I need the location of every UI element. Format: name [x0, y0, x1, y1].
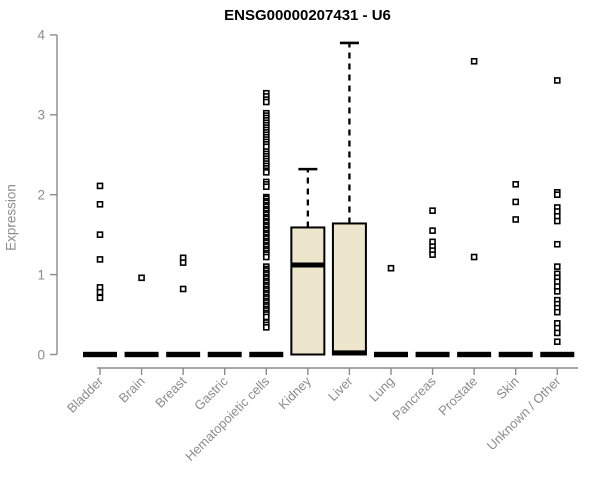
outlier-point	[553, 191, 561, 198]
outlier-point	[179, 259, 187, 266]
outlier-point	[262, 313, 270, 321]
outlier-point	[553, 329, 561, 337]
outlier-point	[96, 231, 104, 238]
outlier-point	[553, 288, 561, 295]
outlier-point	[262, 169, 270, 176]
outlier-point	[553, 263, 561, 270]
outlier-point	[512, 198, 520, 206]
x-tick-label: Bladder	[64, 373, 107, 416]
outlier-point	[138, 274, 145, 282]
x-tick-label: Gastric	[191, 373, 231, 413]
zero-median-bar	[373, 351, 408, 358]
outlier-point	[553, 77, 561, 84]
outlier-point	[262, 98, 270, 106]
outlier-point	[262, 253, 270, 261]
outlier-point	[96, 294, 104, 302]
outlier-point	[96, 288, 104, 296]
x-tick-label: Liver	[325, 373, 356, 404]
outlier-point	[553, 217, 561, 225]
x-tick-label: Skin	[493, 374, 521, 402]
outlier-point	[96, 256, 104, 263]
zero-median-bar	[415, 351, 450, 358]
zero-median-bar	[166, 351, 201, 358]
box	[290, 226, 326, 356]
outlier-point	[553, 338, 561, 346]
y-tick-label: 4	[37, 28, 45, 43]
outlier-point	[387, 264, 395, 272]
x-tick-label: Prostate	[435, 374, 480, 419]
x-tick-label: Breast	[152, 373, 189, 410]
zero-median-bar	[124, 351, 159, 358]
outlier-point	[429, 227, 436, 234]
x-tick-label: Brain	[116, 374, 148, 406]
outlier-point	[96, 200, 104, 208]
zero-median-bar	[540, 351, 575, 358]
outlier-point	[262, 324, 270, 331]
outlier-point	[262, 183, 270, 191]
outlier-point	[553, 308, 561, 316]
outlier-point	[96, 182, 104, 190]
outlier-point	[470, 57, 478, 65]
zero-median-bar	[249, 351, 284, 358]
outlier-point	[512, 216, 520, 223]
zero-median-bar	[83, 351, 117, 358]
outlier-point	[429, 207, 436, 214]
outlier-point	[179, 285, 187, 293]
y-tick-label: 3	[37, 108, 45, 123]
zero-median-bar	[457, 351, 492, 358]
outlier-point	[470, 253, 478, 261]
chart-title: ENSG00000207431 - U6	[224, 7, 391, 24]
x-tick-label: Pancreas	[389, 373, 439, 423]
zero-median-bar	[207, 351, 242, 358]
box	[331, 222, 367, 356]
outlier-point	[429, 251, 436, 258]
y-tick-label: 0	[37, 347, 45, 362]
y-tick-label: 1	[37, 267, 45, 282]
outlier-point	[553, 240, 561, 248]
x-tick-label: Kidney	[275, 373, 314, 412]
zero-median-bar	[498, 351, 533, 358]
outlier-point	[512, 181, 520, 188]
x-tick-label: Unknown / Other	[484, 373, 564, 453]
x-tick-label: Lung	[366, 374, 397, 405]
y-tick-label: 2	[37, 188, 45, 203]
y-axis-title: Expression	[3, 184, 19, 251]
